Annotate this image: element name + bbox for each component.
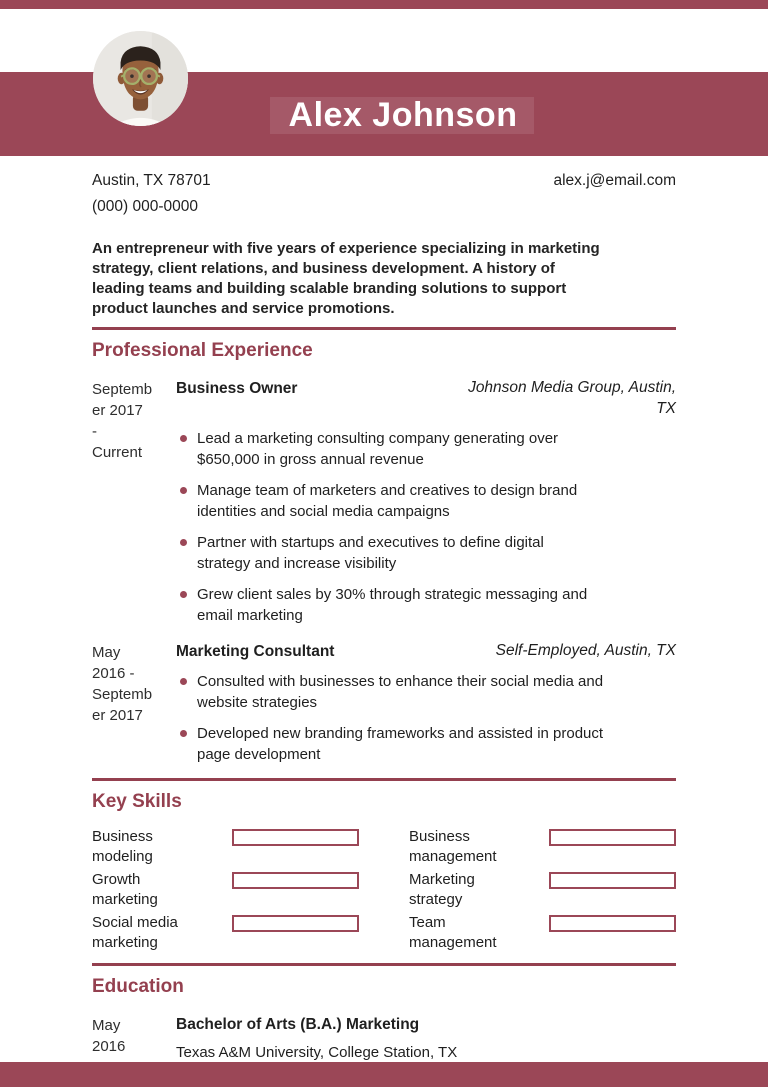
bullet-text: Consulted with businesses to enhance the… bbox=[197, 673, 604, 711]
skill-bar bbox=[549, 915, 676, 932]
skill-bar bbox=[232, 872, 359, 889]
contact-row: Austin, TX 78701 (000) 000-0000 alex.j@e… bbox=[92, 168, 676, 220]
skills-grid: Business modeling Business management Gr… bbox=[92, 827, 676, 953]
bullet-item: Partner with startups and executives to … bbox=[176, 532, 676, 574]
education-degree: Bachelor of Arts (B.A.) Marketing bbox=[176, 1016, 420, 1033]
skill-bar bbox=[549, 872, 676, 889]
job-entry: Septemb er 2017 - Current Business Owner… bbox=[92, 377, 676, 636]
skill-label: Business modeling bbox=[92, 828, 153, 865]
name-highlight-box bbox=[270, 97, 534, 134]
job-dates: May 2016 - Septemb er 2017 bbox=[92, 644, 153, 724]
contact-left: Austin, TX 78701 (000) 000-0000 bbox=[92, 168, 211, 220]
bullet-dot-icon bbox=[180, 591, 187, 598]
job-title: Marketing Consultant bbox=[176, 643, 335, 660]
education-dates: May 2016 bbox=[92, 1017, 126, 1055]
bullet-dot-icon bbox=[180, 678, 187, 685]
skill-label: Marketing strategy bbox=[409, 871, 475, 908]
profile-photo bbox=[93, 31, 188, 126]
skill-label: Growth marketing bbox=[92, 871, 158, 908]
skill-label: Business management bbox=[409, 828, 497, 865]
job-body: Business Owner Johnson Media Group, Aust… bbox=[176, 377, 676, 636]
bullet-text: Manage team of marketers and creatives t… bbox=[197, 482, 578, 520]
bullet-text: Grew client sales by 30% through strateg… bbox=[197, 586, 588, 624]
education-entry: May 2016 Bachelor of Arts (B.A.) Marketi… bbox=[92, 1013, 676, 1063]
section-divider bbox=[92, 963, 676, 966]
bullet-text: Developed new branding frameworks and as… bbox=[197, 725, 604, 763]
contact-address: Austin, TX 78701 bbox=[92, 172, 211, 189]
job-company: Johnson Media Group, Austin, TX bbox=[468, 379, 676, 417]
skill-label: Team management bbox=[409, 914, 497, 951]
skill-bar bbox=[549, 829, 676, 846]
skill-bar bbox=[232, 829, 359, 846]
job-body: Marketing Consultant Self-Employed, Aust… bbox=[176, 640, 676, 775]
bullet-list: Lead a marketing consulting company gene… bbox=[176, 428, 676, 626]
job-company: Self-Employed, Austin, TX bbox=[495, 642, 676, 659]
bullet-item: Developed new branding frameworks and as… bbox=[176, 723, 676, 765]
skill-item: Growth marketing bbox=[92, 870, 359, 910]
bullet-item: Consulted with businesses to enhance the… bbox=[176, 671, 676, 713]
bullet-item: Manage team of marketers and creatives t… bbox=[176, 480, 676, 522]
bullet-item: Lead a marketing consulting company gene… bbox=[176, 428, 676, 470]
contact-phone: (000) 000-0000 bbox=[92, 198, 198, 215]
resume-header: Alex Johnson bbox=[0, 0, 768, 156]
bullet-dot-icon bbox=[180, 730, 187, 737]
profile-photo-illustration bbox=[93, 31, 188, 126]
contact-email: alex.j@email.com bbox=[553, 172, 676, 189]
education-school: Texas A&M University, College Station, T… bbox=[176, 1044, 458, 1061]
top-accent-bar bbox=[0, 0, 768, 9]
skill-label: Social media marketing bbox=[92, 914, 178, 951]
section-title-education: Education bbox=[92, 976, 184, 997]
resume-body: Austin, TX 78701 (000) 000-0000 alex.j@e… bbox=[0, 156, 768, 1063]
skill-item: Business management bbox=[409, 827, 676, 867]
page-title-name: Alex Johnson bbox=[288, 96, 518, 134]
job-entry: May 2016 - Septemb er 2017 Marketing Con… bbox=[92, 640, 676, 775]
section-divider bbox=[92, 778, 676, 781]
section-title-skills: Key Skills bbox=[92, 791, 182, 812]
bottom-accent-bar bbox=[0, 1062, 768, 1087]
skill-item: Marketing strategy bbox=[409, 870, 676, 910]
education-body: Bachelor of Arts (B.A.) Marketing Texas … bbox=[176, 1013, 676, 1063]
skill-item: Team management bbox=[409, 913, 676, 953]
bullet-dot-icon bbox=[180, 539, 187, 546]
job-dates: Septemb er 2017 - Current bbox=[92, 381, 153, 461]
bullet-text: Partner with startups and executives to … bbox=[197, 534, 544, 572]
bullet-dot-icon bbox=[180, 487, 187, 494]
section-divider bbox=[92, 327, 676, 330]
job-title: Business Owner bbox=[176, 380, 298, 397]
bullet-text: Lead a marketing consulting company gene… bbox=[197, 430, 559, 468]
job-header: Business Owner Johnson Media Group, Aust… bbox=[176, 377, 676, 419]
skill-item: Business modeling bbox=[92, 827, 359, 867]
bullet-item: Grew client sales by 30% through strateg… bbox=[176, 584, 676, 626]
skill-item: Social media marketing bbox=[92, 913, 359, 953]
bullet-dot-icon bbox=[180, 435, 187, 442]
skill-bar bbox=[232, 915, 359, 932]
bullet-list: Consulted with businesses to enhance the… bbox=[176, 671, 676, 765]
section-title-experience: Professional Experience bbox=[92, 340, 313, 361]
summary-text: An entrepreneur with five years of exper… bbox=[92, 240, 600, 317]
job-header: Marketing Consultant Self-Employed, Aust… bbox=[176, 640, 676, 662]
